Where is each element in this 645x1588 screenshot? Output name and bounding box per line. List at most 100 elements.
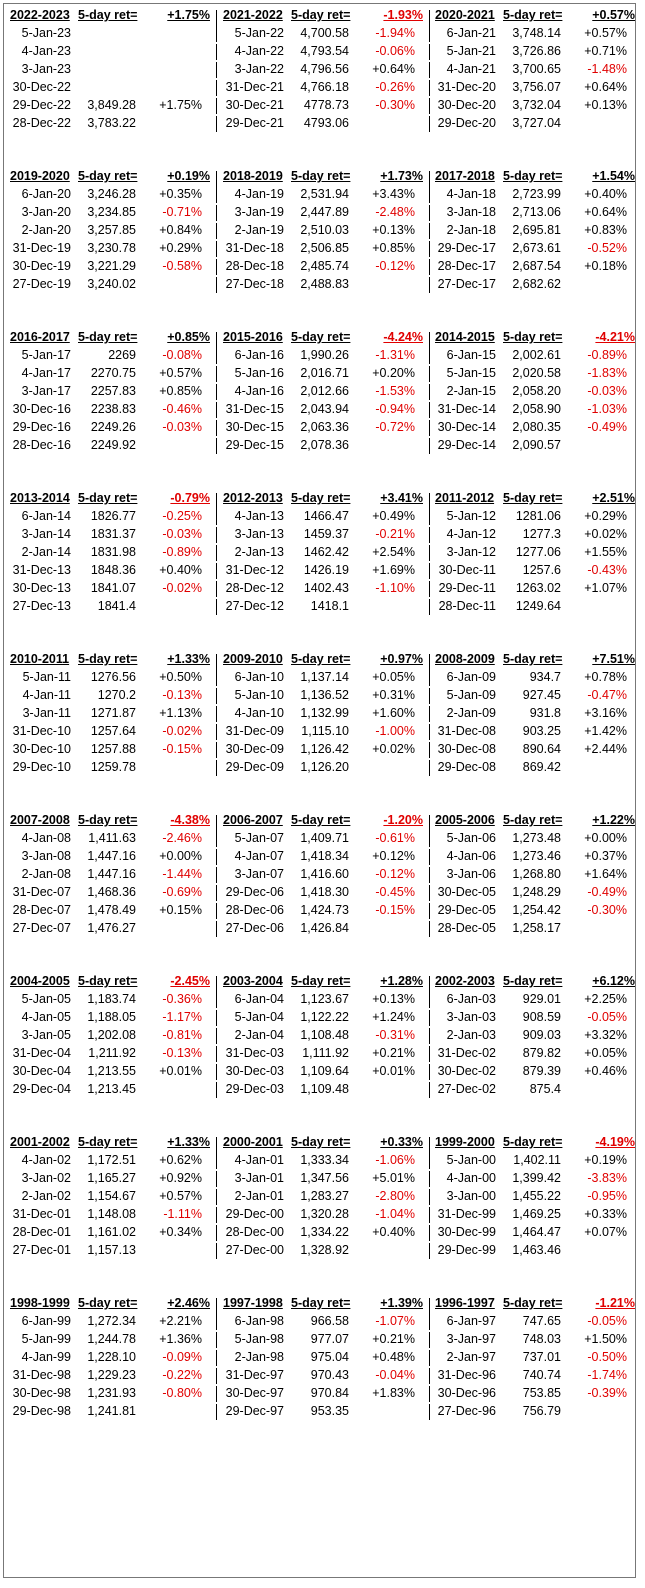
row-return: +0.01% [159, 1064, 202, 1078]
table-row: 28-Dec-07 1,478.49 +0.15% [7, 901, 218, 919]
row-date: 30-Dec-96 [437, 1386, 496, 1400]
row-return: -0.80% [162, 1386, 202, 1400]
table-row: 31-Dec-97 970.43 -0.04% [220, 1366, 431, 1384]
row-close: 1,165.27 [87, 1171, 136, 1185]
column-separator [216, 1082, 217, 1098]
return-label: 5-day ret= [78, 491, 138, 505]
table-row: 29-Dec-21 4793.06 [220, 114, 431, 132]
return-label: 5-day ret= [291, 491, 351, 505]
column-separator [429, 10, 430, 26]
column-separator [429, 903, 430, 919]
table-row: 6-Jan-97 747.65 -0.05% [432, 1312, 635, 1330]
row-date: 30-Dec-21 [225, 98, 284, 112]
column-separator [429, 1386, 430, 1402]
return-label: 5-day ret= [291, 974, 351, 988]
table-row: 3-Jan-00 1,455.22 -0.95% [432, 1187, 635, 1205]
column-separator [429, 581, 430, 597]
table-row: 27-Dec-18 2,488.83 [220, 275, 431, 293]
column-separator [216, 831, 217, 847]
table-row: 4-Jan-05 1,188.05 -1.17% [7, 1008, 218, 1026]
row-close: 2249.92 [90, 438, 136, 452]
row-date: 29-Dec-11 [438, 581, 496, 595]
row-date: 29-Dec-97 [225, 1404, 284, 1418]
column-separator [216, 171, 217, 187]
row-date: 2-Jan-01 [234, 1189, 284, 1203]
column-separator [429, 1189, 430, 1205]
row-return: +0.18% [584, 259, 627, 273]
row-date: 31-Dec-07 [12, 885, 71, 899]
table-row: 31-Dec-96 740.74 -1.74% [432, 1366, 635, 1384]
column-separator [429, 760, 430, 776]
year-table-2008-2009: 2008-2009 5-day ret= +7.51% 6-Jan-09 934.7 +0… [432, 650, 635, 800]
row-date: 2-Jan-97 [446, 1350, 496, 1364]
row-date: 5-Jan-00 [446, 1153, 496, 1167]
period-label: 2001-2002 [10, 1135, 70, 1149]
table-row: 30-Dec-13 1841.07 -0.02% [7, 579, 218, 597]
row-date: 31-Dec-04 [12, 1046, 71, 1060]
column-separator [429, 384, 430, 400]
row-return: -0.36% [162, 992, 202, 1006]
row-date: 6-Jan-15 [446, 348, 496, 362]
row-close: 929.01 [522, 992, 561, 1006]
table-row: 27-Dec-00 1,328.92 [220, 1241, 431, 1259]
row-date: 2-Jan-19 [234, 223, 284, 237]
row-return: +1.69% [372, 563, 415, 577]
return-label: 5-day ret= [503, 169, 563, 183]
row-close: 1,320.28 [300, 1207, 349, 1221]
table-row: 29-Dec-97 953.35 [220, 1402, 431, 1420]
row-date: 28-Dec-07 [12, 903, 71, 917]
return-label: 5-day ret= [78, 8, 138, 22]
table-row: 2-Jan-18 2,695.81 +0.83% [432, 221, 635, 239]
row-close: 1,244.78 [87, 1332, 136, 1346]
row-date: 3-Jan-05 [21, 1028, 71, 1042]
table-row: 3-Jan-17 2257.83 +0.85% [7, 382, 218, 400]
row-return: +0.57% [159, 1189, 202, 1203]
row-return: +0.05% [584, 1046, 627, 1060]
row-return: +1.60% [372, 706, 415, 720]
column-separator [429, 706, 430, 722]
row-close: 1,424.73 [300, 903, 349, 917]
table-row: 4-Jan-00 1,399.42 -3.83% [432, 1169, 635, 1187]
row-date: 29-Dec-03 [225, 1082, 284, 1096]
row-date: 6-Jan-09 [446, 670, 496, 684]
row-return: +0.85% [159, 384, 202, 398]
table-row: 4-Jan-02 1,172.51 +0.62% [7, 1151, 218, 1169]
table-header: 2014-2015 5-day ret= -4.21% [432, 328, 635, 346]
row-return: +3.16% [584, 706, 627, 720]
column-separator [429, 509, 430, 525]
row-return: +5.01% [372, 1171, 415, 1185]
row-date: 3-Jan-02 [21, 1171, 71, 1185]
row-close: 1271.87 [90, 706, 136, 720]
table-row: 28-Dec-06 1,424.73 -0.15% [220, 901, 431, 919]
row-return: +0.02% [372, 742, 415, 756]
column-separator [216, 62, 217, 78]
period-return: +0.97% [380, 652, 423, 666]
row-date: 3-Jan-08 [21, 849, 71, 863]
row-close: 1,228.10 [87, 1350, 136, 1364]
period-return: +1.33% [167, 1135, 210, 1149]
row-return: -0.02% [162, 724, 202, 738]
row-return: +0.40% [584, 187, 627, 201]
column-separator [429, 438, 430, 454]
table-row: 31-Dec-10 1257.64 -0.02% [7, 722, 218, 740]
table-header: 2006-2007 5-day ret= -1.20% [220, 811, 431, 829]
row-return: +0.13% [584, 98, 627, 112]
row-return: -0.13% [162, 1046, 202, 1060]
column-separator [429, 277, 430, 293]
table-header: 2000-2001 5-day ret= +0.33% [220, 1133, 431, 1151]
row-return: -0.61% [375, 831, 415, 845]
table-row: 31-Dec-19 3,230.78 +0.29% [7, 239, 218, 257]
period-label: 2021-2022 [223, 8, 283, 22]
row-date: 29-Dec-08 [437, 760, 496, 774]
row-return: -0.09% [162, 1350, 202, 1364]
row-close: 1418.1 [310, 599, 349, 613]
row-return: -0.89% [587, 348, 627, 362]
period-label: 2012-2013 [223, 491, 283, 505]
row-date: 5-Jan-06 [446, 831, 496, 845]
table-row: 30-Dec-22 [7, 78, 218, 96]
row-return: -1.06% [375, 1153, 415, 1167]
row-date: 30-Dec-02 [437, 1064, 496, 1078]
row-close: 1,283.27 [300, 1189, 349, 1203]
column-separator [429, 116, 430, 132]
table-row: 3-Jan-19 2,447.89 -2.48% [220, 203, 431, 221]
